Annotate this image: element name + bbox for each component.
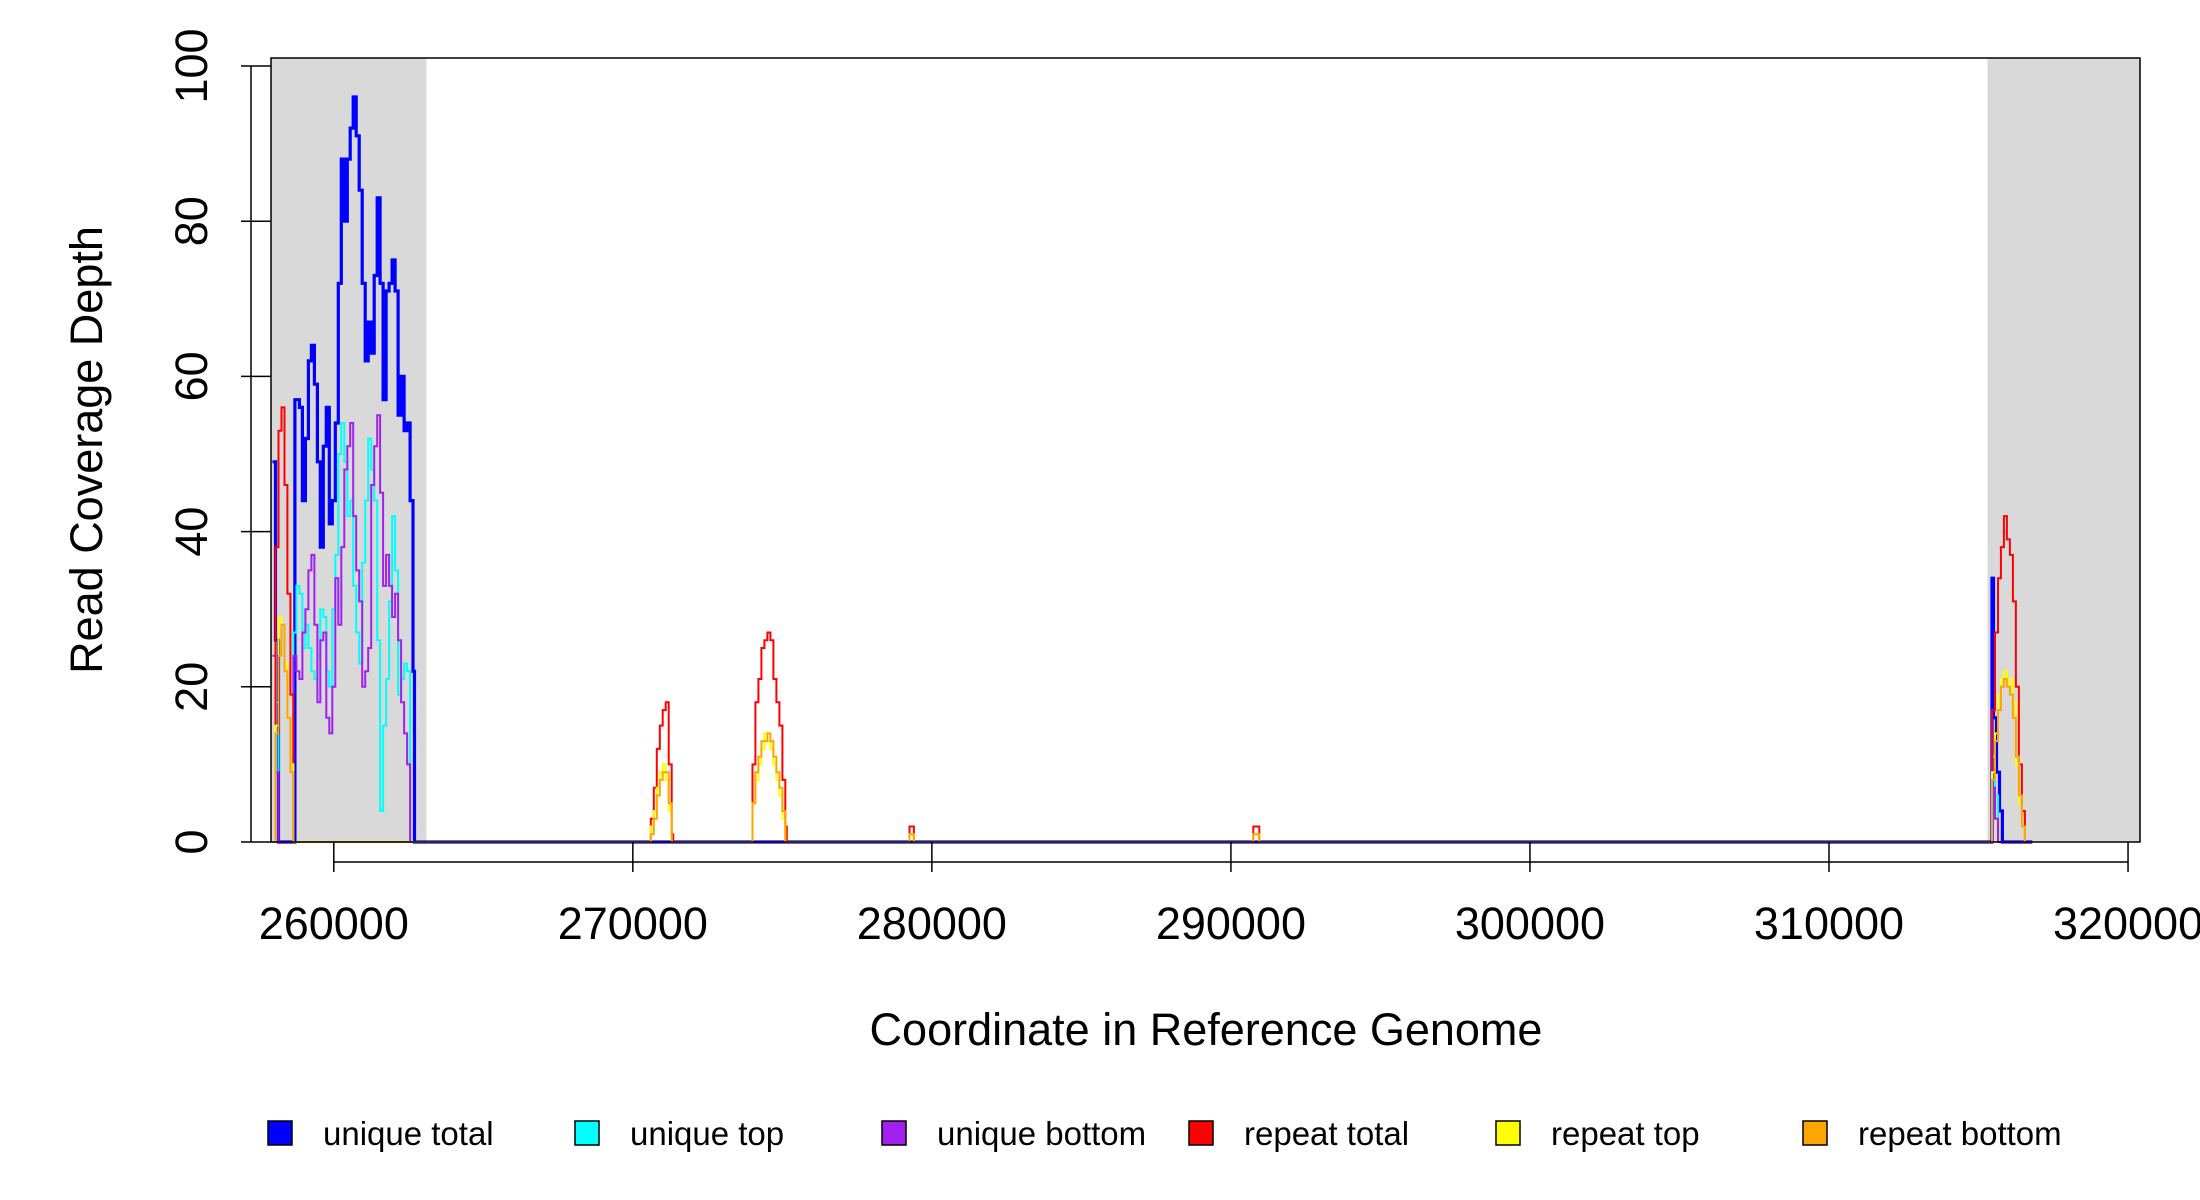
x-tick-label: 320000 — [2053, 898, 2200, 949]
legend-label: repeat bottom — [1858, 1115, 2062, 1152]
legend-swatch — [1188, 1120, 1214, 1146]
legend-item: repeat bottom — [1802, 1115, 2062, 1152]
series-line-repeat-total — [272, 406, 2026, 843]
series-line-repeat-top — [272, 616, 2026, 843]
y-tick-label: 100 — [166, 28, 217, 103]
legend-swatch — [267, 1120, 293, 1146]
legend-swatch — [1495, 1120, 1521, 1146]
x-tick-label: 280000 — [857, 898, 1007, 949]
shaded-regions — [271, 58, 2140, 842]
shaded-region-2 — [1987, 58, 2140, 842]
y-tick-label: 80 — [166, 196, 217, 246]
series-line-repeat-bottom — [272, 623, 2026, 843]
x-tick-label: 270000 — [558, 898, 708, 949]
legend-label: repeat top — [1551, 1115, 1700, 1152]
plot-frame — [270, 57, 2141, 843]
legend-item: unique total — [267, 1115, 494, 1152]
x-tick-label: 310000 — [1754, 898, 1904, 949]
legend-label: repeat total — [1244, 1115, 1409, 1152]
y-tick-label: 40 — [166, 507, 217, 557]
legend-label: unique total — [323, 1115, 494, 1152]
x-tick-label: 260000 — [259, 898, 409, 949]
series-line-unique-bottom — [272, 414, 2033, 843]
x-axis: 260000 270000 280000 290000 300000 310000 3200… — [259, 842, 2200, 949]
legend-item: unique top — [574, 1115, 784, 1152]
series-line-unique-top — [272, 422, 2033, 843]
y-tick-label: 0 — [166, 829, 217, 854]
legend-swatch — [1802, 1120, 1828, 1146]
legend: unique total unique top unique bottom repea… — [267, 1115, 2062, 1152]
legend-item: repeat total — [1188, 1115, 1409, 1152]
legend-item: unique bottom — [881, 1115, 1146, 1152]
series-lines — [272, 95, 2033, 844]
legend-swatch — [574, 1120, 600, 1146]
legend-label: unique bottom — [937, 1115, 1146, 1152]
y-axis: 0 20 40 60 80 100 — [166, 28, 271, 855]
legend-item: repeat top — [1495, 1115, 1700, 1152]
y-tick-label: 20 — [166, 662, 217, 712]
legend-label: unique top — [630, 1115, 784, 1152]
y-tick-label: 60 — [166, 351, 217, 401]
y-axis-title: Read Coverage Depth — [61, 226, 112, 674]
series-line-unique-total — [272, 95, 2033, 844]
legend-swatch — [881, 1120, 907, 1146]
x-tick-label: 300000 — [1455, 898, 1605, 949]
x-axis-title: Coordinate in Reference Genome — [870, 1004, 1543, 1055]
x-tick-label: 290000 — [1156, 898, 1306, 949]
